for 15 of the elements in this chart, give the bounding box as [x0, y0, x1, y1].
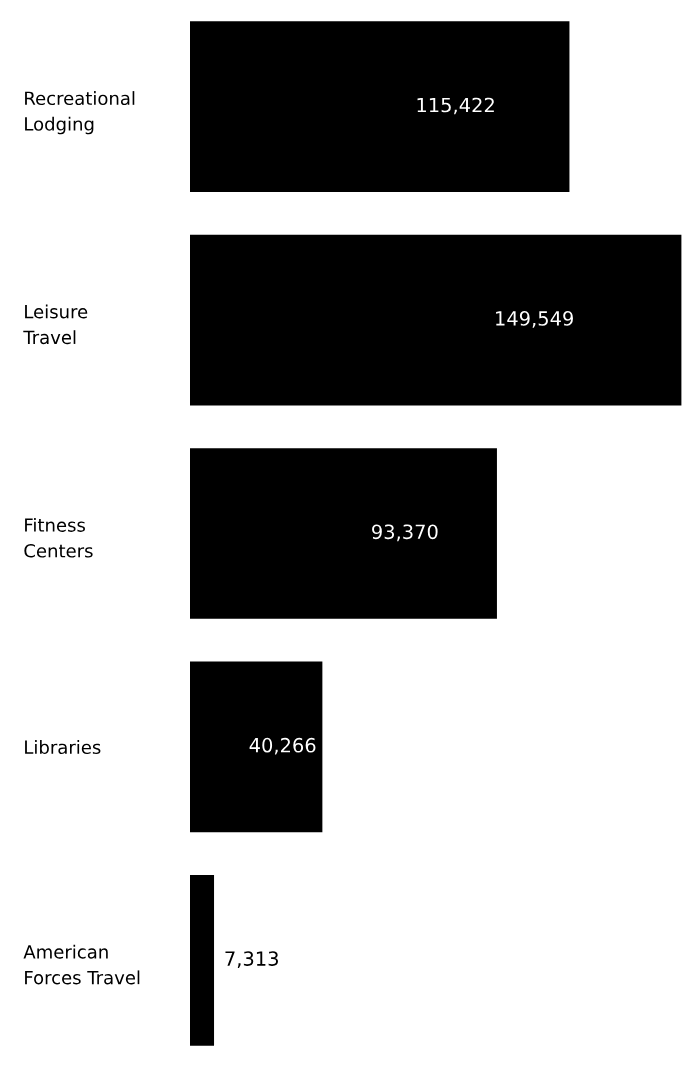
y-tick-label: Fitness Centers: [24, 517, 93, 558]
data-label: 40,266: [249, 737, 316, 755]
data-label: 149,549: [496, 311, 573, 328]
bar: [190, 661, 323, 833]
y-tick-label: Leisure Travel: [23, 304, 88, 345]
y-tick-label: Recreational Lodging: [25, 91, 135, 135]
data-label: 7,313: [225, 951, 278, 968]
bar: [190, 21, 570, 193]
y-tick-label: Libraries: [25, 740, 101, 755]
bar: [190, 234, 682, 406]
data-label: 115,422: [417, 97, 494, 115]
bar: [190, 874, 215, 1046]
y-tick-label: American Forces Travel: [23, 944, 140, 985]
data-label: 93,370: [372, 524, 438, 542]
bar: [190, 448, 497, 619]
